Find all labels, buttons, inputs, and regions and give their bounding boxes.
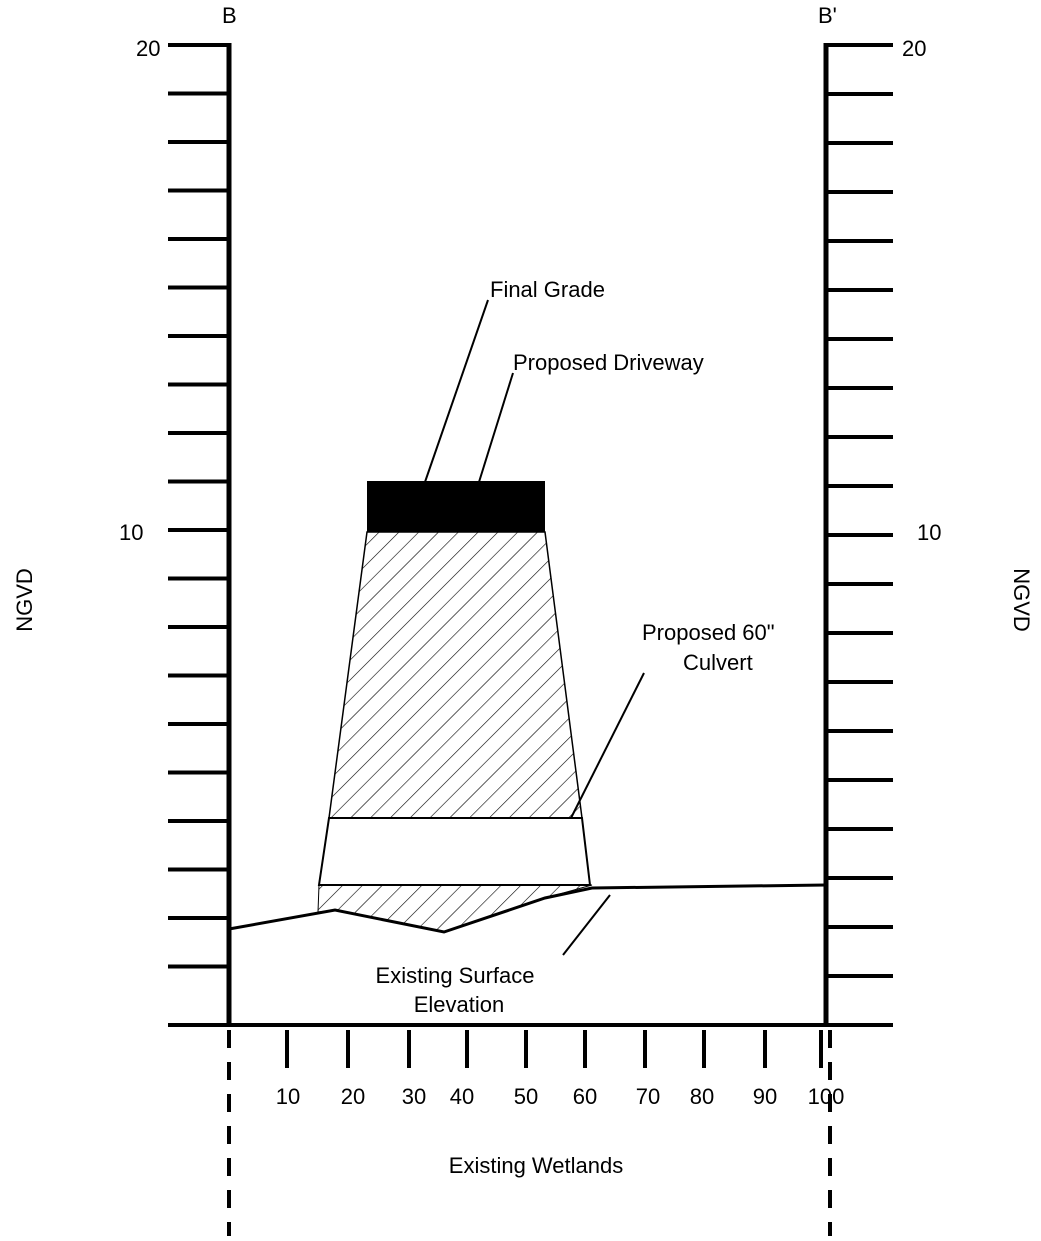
culvert-box — [317, 817, 592, 886]
x-tick-label: 80 — [690, 1084, 714, 1109]
culvert-label-line2: Culvert — [683, 650, 753, 675]
left-axis-ticks — [168, 43, 229, 969]
surface-label-line1: Existing Surface — [376, 963, 535, 988]
final-grade-leader — [424, 299, 489, 483]
y-tick-right-20: 20 — [902, 36, 926, 61]
y-axis-title-left: NGVD — [12, 568, 37, 632]
x-tick-label: 100 — [808, 1084, 845, 1109]
y-axis-title-right: NGVD — [1009, 568, 1034, 632]
section-label-right: B' — [818, 3, 837, 28]
x-tick-label: 30 — [402, 1084, 426, 1109]
final-grade-label: Final Grade — [490, 277, 605, 302]
fill-below-culvert — [317, 884, 593, 933]
culvert-leader — [570, 672, 645, 819]
culvert-label-line1: Proposed 60" — [642, 620, 775, 645]
x-tick-label: 10 — [276, 1084, 300, 1109]
x-tick-label: 20 — [341, 1084, 365, 1109]
x-axis-title: Existing Wetlands — [449, 1153, 623, 1178]
driveway-leader — [478, 372, 514, 483]
surface-label-line2: Elevation — [414, 992, 505, 1017]
x-tick-label: 50 — [514, 1084, 538, 1109]
x-tick-label: 70 — [636, 1084, 660, 1109]
proposed-driveway-label: Proposed Driveway — [513, 350, 704, 375]
right-axis-ticks — [826, 43, 893, 978]
bottom-axis-ticks — [285, 1030, 823, 1068]
section-label-left: B — [222, 3, 237, 28]
x-tick-label: 40 — [450, 1084, 474, 1109]
surface-leader — [562, 894, 611, 956]
driveway-slab — [367, 481, 545, 532]
embankment-fill — [328, 531, 583, 819]
y-tick-left-20: 20 — [136, 36, 160, 61]
x-tick-label: 90 — [753, 1084, 777, 1109]
y-tick-left-10: 10 — [119, 520, 143, 545]
existing-surface-line — [228, 883, 827, 934]
x-tick-label: 60 — [573, 1084, 597, 1109]
y-tick-right-10: 10 — [917, 520, 941, 545]
x-tick-labels: 10 20 30 40 50 60 70 80 90 100 — [276, 1084, 845, 1109]
